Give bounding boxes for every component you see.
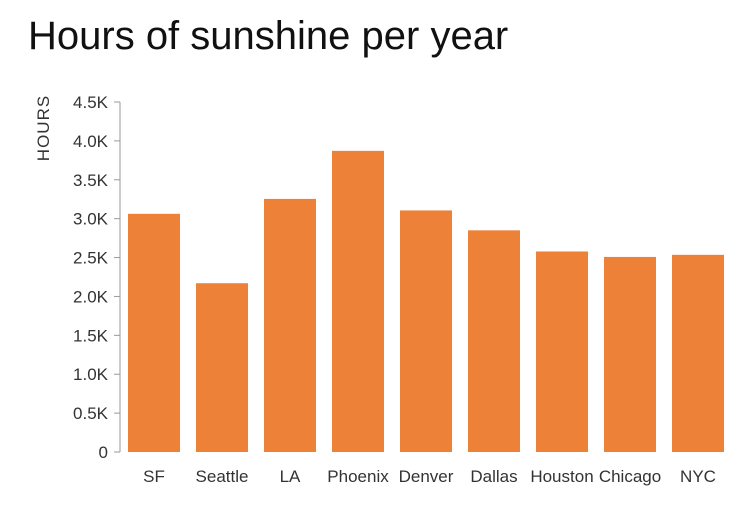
chart-title: Hours of sunshine per year [28, 14, 509, 58]
bar-denver [400, 210, 452, 452]
bar-seattle [196, 283, 248, 452]
y-tick-label: 4.0K [73, 132, 109, 151]
x-tick-label-houston: Houston [530, 467, 593, 486]
x-tick-label-la: LA [280, 467, 301, 486]
bars [128, 150, 724, 452]
y-tick-label: 2.0K [73, 287, 109, 306]
x-tick-label-sf: SF [143, 467, 165, 486]
x-tick-label-nyc: NYC [680, 467, 716, 486]
x-axis: SF Seattle LA Phoenix Denver Dallas Houston Chi… [143, 467, 716, 486]
bar-dallas [468, 230, 520, 452]
x-tick-label-chicago: Chicago [599, 467, 661, 486]
y-tick-label: 4.5K [73, 93, 109, 112]
y-tick-label: 0 [99, 443, 108, 462]
y-tick-label: 0.5K [73, 404, 109, 423]
x-tick-label-denver: Denver [399, 467, 454, 486]
x-tick-label-dallas: Dallas [470, 467, 517, 486]
x-tick-label-seattle: Seattle [196, 467, 249, 486]
y-tick-label: 3.5K [73, 171, 109, 190]
y-axis-title: HOURS [34, 95, 53, 161]
y-tick-label: 2.5K [73, 249, 109, 268]
bar-phoenix [332, 150, 384, 452]
y-tick-label: 1.0K [73, 365, 109, 384]
bar-chicago [604, 256, 656, 452]
bar-la [264, 198, 316, 452]
y-tick-label: 1.5K [73, 326, 109, 345]
y-tick-label: 3.0K [73, 210, 109, 229]
x-tick-label-phoenix: Phoenix [327, 467, 389, 486]
bar-houston [536, 251, 588, 452]
y-axis: 0 0.5K 1.0K 1.5K 2.0K 2.5K 3.0K 3.5K 4.0K 4.5K [73, 93, 121, 462]
bar-sf [128, 213, 180, 452]
bar-nyc [672, 254, 724, 452]
